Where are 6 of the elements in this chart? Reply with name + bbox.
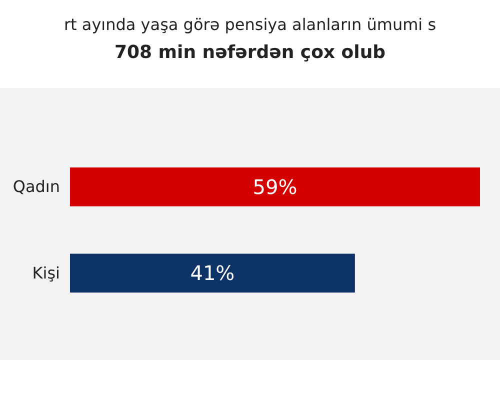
chart-subtitle: 708 min nəfərdən çox olub (114, 42, 386, 63)
chart-title: rt ayında yaşa görə pensiya alanların ümumi s (64, 15, 436, 34)
data-label: 41% (190, 261, 235, 286)
y-tick-label: Kişi (32, 263, 60, 282)
data-label: 59% (252, 174, 298, 199)
y-tick-label: Qadın (12, 176, 60, 196)
